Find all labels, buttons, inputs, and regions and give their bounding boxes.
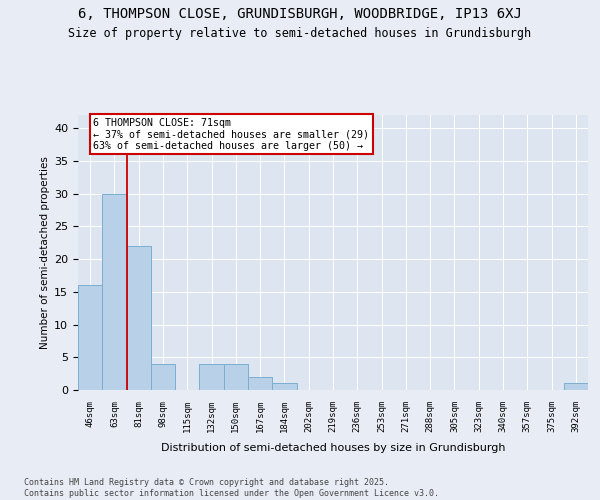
Text: Size of property relative to semi-detached houses in Grundisburgh: Size of property relative to semi-detach… [68,28,532,40]
Bar [199,364,224,390]
Bar [224,364,248,390]
Text: 6, THOMPSON CLOSE, GRUNDISBURGH, WOODBRIDGE, IP13 6XJ: 6, THOMPSON CLOSE, GRUNDISBURGH, WOODBRI… [78,8,522,22]
Y-axis label: Number of semi-detached properties: Number of semi-detached properties [40,156,50,349]
Text: 6 THOMPSON CLOSE: 71sqm
← 37% of semi-detached houses are smaller (29)
63% of se: 6 THOMPSON CLOSE: 71sqm ← 37% of semi-de… [94,118,370,151]
Bar [272,384,296,390]
X-axis label: Distribution of semi-detached houses by size in Grundisburgh: Distribution of semi-detached houses by … [161,443,505,453]
Bar [564,384,588,390]
Text: Contains HM Land Registry data © Crown copyright and database right 2025.
Contai: Contains HM Land Registry data © Crown c… [24,478,439,498]
Bar [151,364,175,390]
Bar [127,246,151,390]
Bar [78,285,102,390]
Bar [102,194,127,390]
Bar [248,377,272,390]
